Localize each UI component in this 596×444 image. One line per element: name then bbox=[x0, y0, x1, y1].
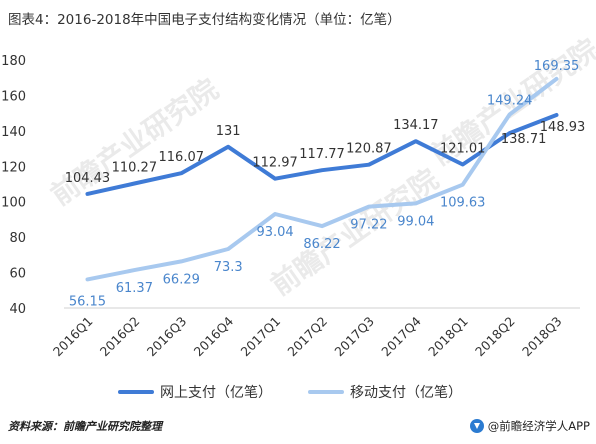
x-tick-label: 2017Q1 bbox=[238, 314, 284, 360]
y-tick-label: 100 bbox=[1, 196, 26, 211]
y-tick-label: 40 bbox=[9, 302, 26, 317]
y-tick-label: 60 bbox=[9, 267, 26, 282]
y-tick-label: 80 bbox=[9, 231, 26, 246]
mobile-data-label: 56.15 bbox=[69, 294, 106, 309]
legend-online-label: 网上支付（亿笔） bbox=[160, 385, 272, 401]
x-tick-label: 2018Q1 bbox=[425, 314, 471, 360]
x-tick-label: 2018Q2 bbox=[472, 314, 518, 360]
x-tick-label: 2016Q3 bbox=[144, 314, 190, 360]
mobile-data-label: 99.04 bbox=[397, 214, 434, 229]
x-tick-label: 2017Q3 bbox=[331, 314, 377, 360]
online-data-label: 138.71 bbox=[501, 132, 547, 147]
mobile-data-label: 86.22 bbox=[303, 237, 340, 252]
online-payment-line bbox=[85, 113, 559, 196]
online-data-label: 116.07 bbox=[159, 150, 205, 165]
online-data-label: 120.87 bbox=[346, 142, 392, 157]
legend: 网上支付（亿笔） 移动支付（亿笔） bbox=[118, 385, 462, 401]
chart-title: 图表4：2016-2018年中国电子支付结构变化情况（单位：亿笔） bbox=[8, 12, 401, 28]
y-tick-label: 180 bbox=[1, 54, 26, 69]
x-tick-label: 2016Q1 bbox=[50, 314, 96, 360]
y-tick-label: 140 bbox=[1, 125, 26, 140]
x-axis: 2016Q1 2016Q2 2016Q3 2016Q4 2017Q1 2017Q2 2017… bbox=[50, 307, 580, 360]
online-data-label: 134.17 bbox=[393, 118, 439, 133]
mobile-data-label: 109.63 bbox=[440, 196, 486, 211]
mobile-data-label: 73.3 bbox=[214, 260, 243, 275]
online-data-label: 104.43 bbox=[65, 171, 111, 186]
source-note: 资料来源：前瞻产业研究院整理 bbox=[8, 420, 162, 433]
online-data-label: 112.97 bbox=[252, 156, 298, 171]
mobile-data-label: 149.24 bbox=[487, 93, 533, 108]
mobile-data-label: 93.04 bbox=[256, 225, 293, 240]
x-tick-label: 2017Q4 bbox=[378, 313, 424, 359]
y-tick-label: 120 bbox=[1, 160, 26, 175]
qianzhan-logo-icon bbox=[469, 419, 484, 433]
x-tick-label: 2016Q2 bbox=[97, 314, 143, 360]
mobile-data-label: 61.37 bbox=[116, 281, 153, 296]
online-data-label: 117.77 bbox=[299, 147, 345, 162]
legend-mobile-label: 移动支付（亿笔） bbox=[350, 385, 462, 401]
online-data-label: 110.27 bbox=[112, 161, 158, 176]
x-tick-label: 2017Q2 bbox=[284, 314, 330, 360]
online-data-label: 148.93 bbox=[540, 120, 586, 135]
watermark-text: 前瞻产业研究院 bbox=[45, 72, 224, 211]
online-data-label: 131 bbox=[216, 124, 241, 139]
y-tick-label: 160 bbox=[1, 89, 26, 104]
online-data-label: 121.01 bbox=[440, 141, 486, 156]
mobile-payment-line bbox=[85, 76, 559, 282]
x-tick-label: 2018Q3 bbox=[519, 314, 565, 360]
brand-text: @前瞻经济学人APP bbox=[487, 419, 590, 433]
mobile-data-label: 66.29 bbox=[163, 272, 200, 287]
series-lines bbox=[85, 76, 559, 282]
mobile-data-label: 169.35 bbox=[534, 59, 580, 74]
brand: @前瞻经济学人APP bbox=[469, 418, 590, 434]
mobile-data-label: 97.22 bbox=[350, 218, 387, 233]
y-axis: 40 60 80 100 120 140 160 180 bbox=[1, 54, 26, 317]
x-tick-label: 2016Q4 bbox=[191, 313, 237, 359]
